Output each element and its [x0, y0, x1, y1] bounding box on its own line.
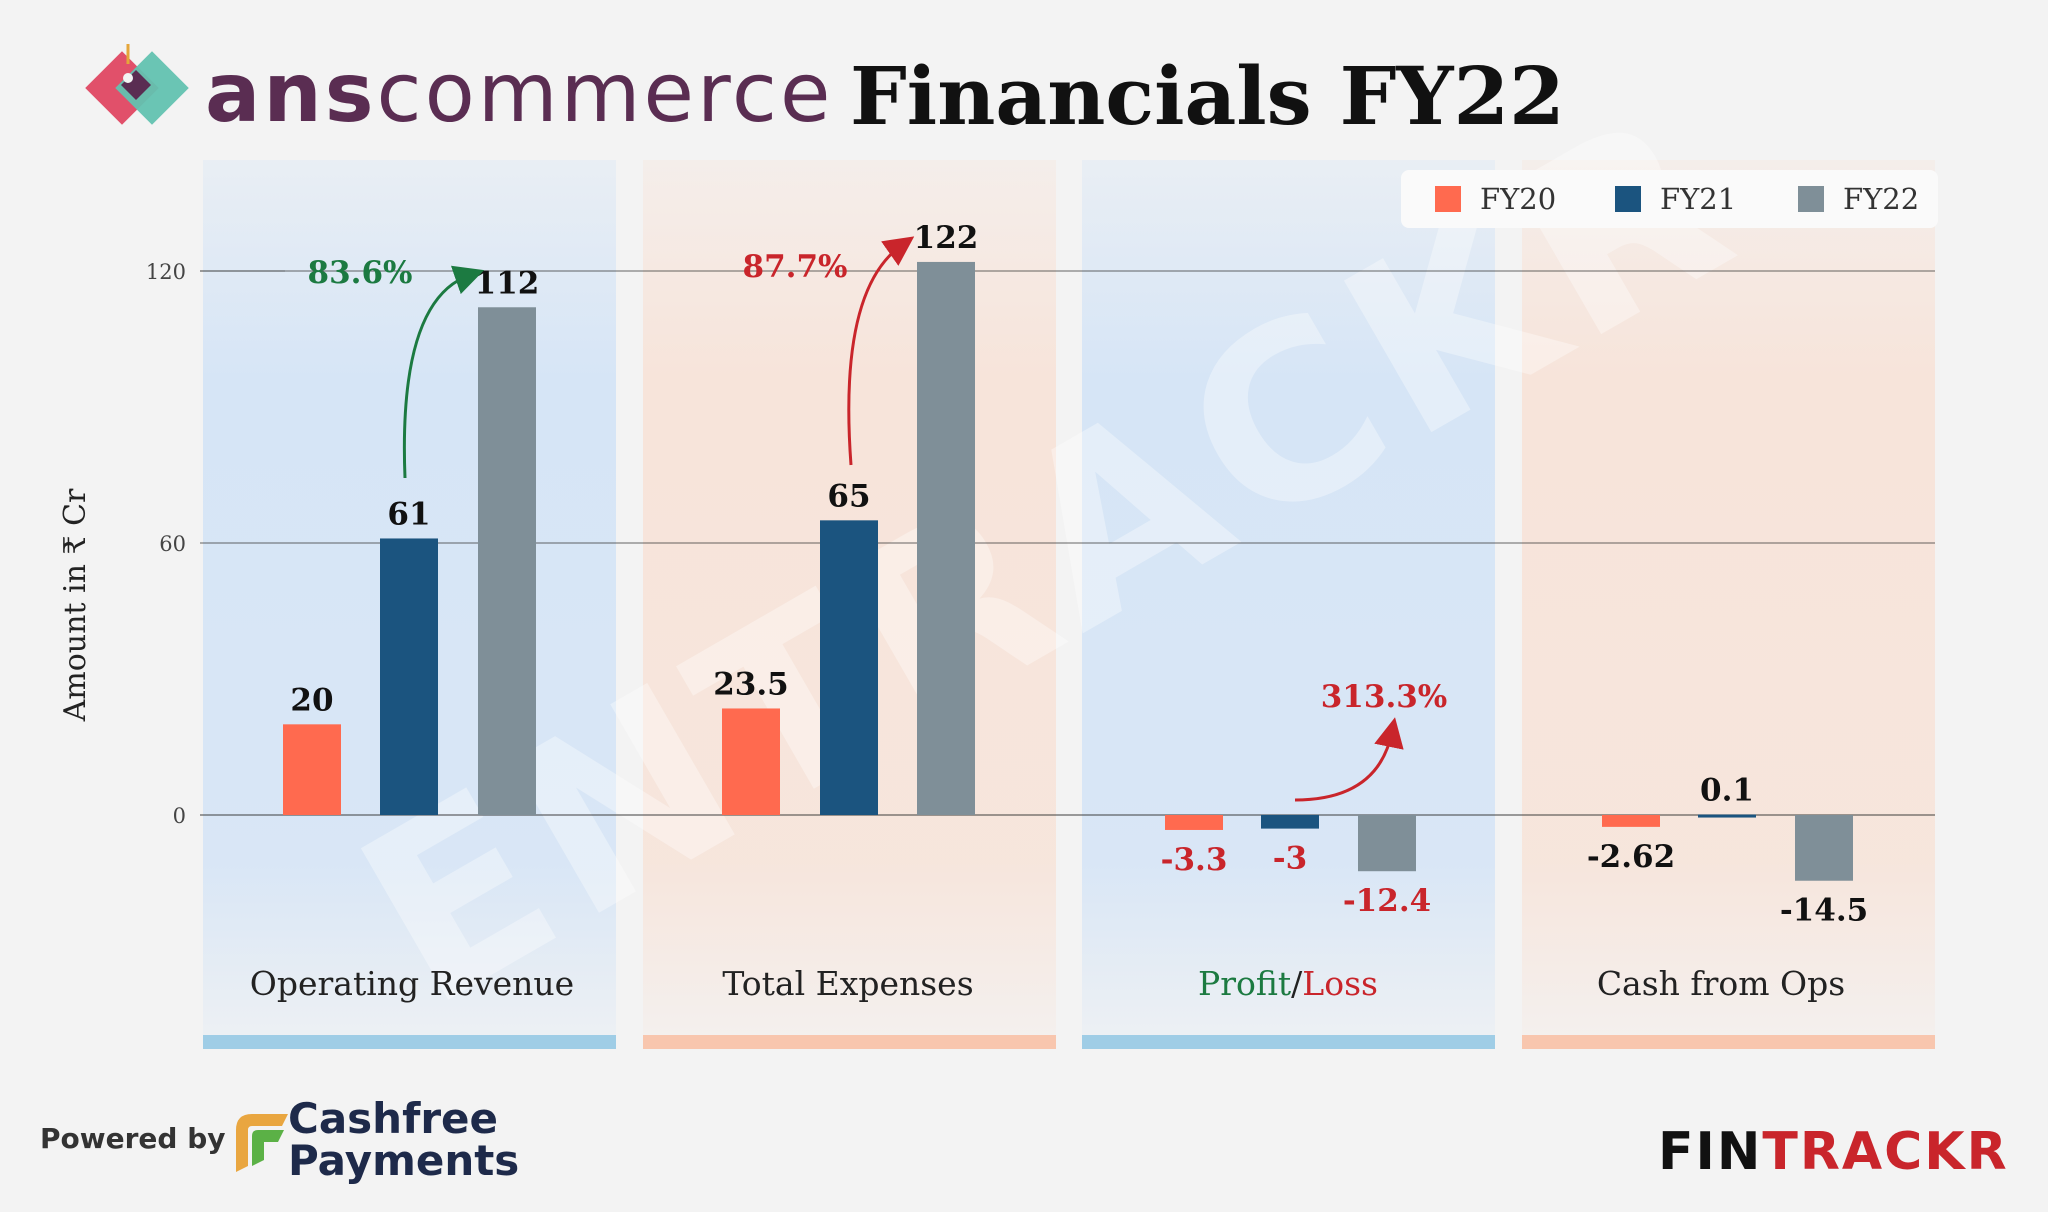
page-title: Financials FY22 [850, 49, 1565, 143]
brand-name: anscommerce [205, 44, 833, 144]
category-label-profit: Profit [1198, 964, 1291, 1003]
bar-fy22 [478, 307, 536, 815]
growth-arrow [1294, 717, 1404, 802]
bar-fy21 [1698, 814, 1756, 818]
y-tick-label: 0 [173, 804, 186, 828]
category-label: Cash from Ops [1597, 964, 1845, 1003]
category-label-loss: Loss [1302, 964, 1378, 1003]
fintrackr-logo: FINTRACKR [1658, 1122, 2009, 1182]
data-label: 112 [475, 265, 540, 301]
panel-strip [203, 1035, 616, 1049]
growth-annotation: 83.6% [308, 255, 413, 291]
powered-by-label: Powered by [40, 1122, 226, 1155]
growth-arrow [847, 236, 915, 466]
category-label: Total Expenses [722, 964, 973, 1003]
partner-name-line1: Cashfree [288, 1094, 499, 1143]
bar-fy22 [1795, 815, 1853, 881]
y-tick-label: 60 [159, 532, 186, 556]
data-label: -3 [1273, 841, 1307, 877]
category-label: Operating Revenue [250, 964, 574, 1003]
legend-label: FY20 [1480, 182, 1556, 216]
bar-fy21 [380, 538, 438, 815]
bar-fy22 [1358, 815, 1416, 872]
fintrackr-logo-part2: TRACKR [1762, 1122, 2009, 1182]
cashfree-logo-icon [236, 1114, 288, 1172]
y-tick-label: 120 [146, 260, 186, 284]
data-label: 122 [914, 220, 979, 256]
fintrackr-logo-part1: FIN [1658, 1122, 1763, 1182]
brand-logo-icon [85, 44, 189, 125]
growth-arrow [402, 265, 485, 479]
data-label: -14.5 [1780, 893, 1868, 929]
growth-annotation: 87.7% [743, 249, 848, 285]
bar-fy21 [820, 520, 878, 815]
bar-fy22 [917, 261, 975, 815]
panel-strip [1522, 1035, 1935, 1049]
legend-label: FY22 [1843, 182, 1919, 216]
panel-strip [643, 1035, 1056, 1049]
bar-fy20 [1602, 815, 1660, 827]
data-label: -3.3 [1161, 842, 1228, 878]
data-label: 23.5 [713, 666, 789, 702]
legend-swatch-fy20 [1435, 186, 1461, 212]
legend-label: FY21 [1660, 182, 1736, 216]
category-label: Profit/Loss [1198, 964, 1378, 1003]
header: anscommerce Financials FY22 [0, 0, 2048, 150]
panel-background [1522, 160, 1935, 1040]
data-label: 61 [387, 496, 430, 532]
growth-annotation: 313.3% [1321, 679, 1448, 715]
brand-name-part1: ans [205, 46, 377, 141]
bar-fy20 [722, 708, 780, 815]
panel-strip [1082, 1035, 1495, 1049]
bar-fy21 [1261, 815, 1319, 829]
legend-box [1401, 170, 1938, 228]
legend-swatch-fy22 [1798, 186, 1824, 212]
bar-fy20 [283, 724, 341, 815]
category-label-separator: / [1291, 964, 1303, 1003]
data-label: -12.4 [1343, 883, 1431, 919]
data-label: 0.1 [1700, 773, 1754, 809]
legend: FY20 FY21 FY22 [1401, 170, 1938, 228]
y-axis-label: Amount in ₹ Cr [58, 488, 93, 722]
data-label: 20 [290, 682, 333, 718]
data-label: -2.62 [1587, 839, 1675, 875]
brand-name-part2: commerce [376, 46, 834, 141]
data-label: 65 [827, 478, 870, 514]
panel-background [1082, 160, 1495, 1040]
bar-fy20 [1165, 815, 1223, 830]
partner-name: Cashfree Payments [288, 1098, 519, 1182]
legend-swatch-fy21 [1615, 186, 1641, 212]
partner-name-line2: Payments [288, 1136, 520, 1185]
